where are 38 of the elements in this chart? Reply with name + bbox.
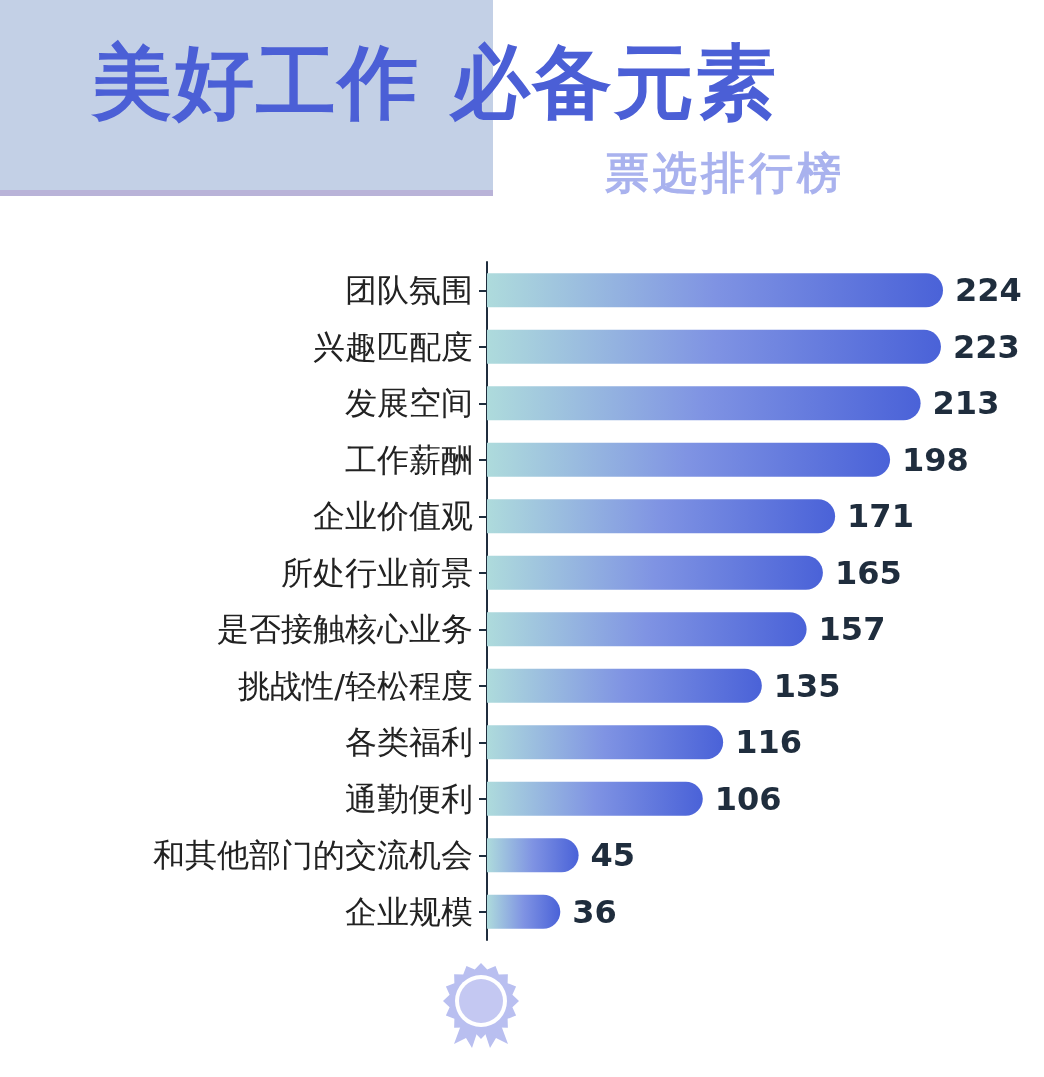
y-tick-label: 和其他部门的交流机会 bbox=[153, 836, 473, 875]
data-label: 106 bbox=[714, 779, 782, 818]
y-tick-label: 团队氛围 bbox=[345, 271, 473, 310]
bar bbox=[487, 838, 579, 873]
data-label: 157 bbox=[818, 610, 886, 649]
chart-subtitle: 票选排行榜 bbox=[605, 146, 845, 200]
data-label: 171 bbox=[847, 497, 914, 536]
bar bbox=[487, 781, 703, 816]
data-label: 213 bbox=[932, 384, 1000, 423]
y-tick-label: 兴趣匹配度 bbox=[313, 327, 473, 366]
y-tick-label: 挑战性/轻松程度 bbox=[238, 666, 473, 705]
bar bbox=[487, 612, 807, 647]
y-tick-label: 是否接触核心业务 bbox=[217, 610, 473, 649]
y-tick-label: 企业规模 bbox=[345, 892, 473, 931]
bar bbox=[487, 894, 561, 929]
y-tick-label: 各类福利 bbox=[345, 723, 473, 762]
data-label: 36 bbox=[572, 892, 617, 931]
chart-title: 美好工作 必备元素 bbox=[92, 35, 778, 131]
bar bbox=[487, 442, 891, 477]
bar bbox=[487, 386, 921, 421]
data-label: 224 bbox=[955, 271, 1022, 310]
data-label: 45 bbox=[590, 836, 636, 875]
data-label: 116 bbox=[735, 723, 802, 762]
y-tick-label: 工作薪酬 bbox=[345, 440, 473, 479]
y-tick-label: 发展空间 bbox=[345, 384, 473, 423]
y-tick-label: 所处行业前景 bbox=[281, 553, 473, 592]
bar bbox=[487, 668, 762, 703]
data-label: 135 bbox=[773, 666, 841, 705]
bar bbox=[487, 273, 943, 308]
bar bbox=[487, 499, 836, 534]
y-tick-label: 企业价值观 bbox=[313, 497, 473, 536]
data-label: 165 bbox=[834, 553, 902, 592]
y-tick-label: 通勤便利 bbox=[345, 779, 473, 818]
data-label: 198 bbox=[902, 440, 969, 479]
bar bbox=[487, 555, 823, 590]
data-label: 223 bbox=[952, 327, 1020, 366]
bar bbox=[487, 329, 941, 364]
bar bbox=[487, 725, 724, 760]
